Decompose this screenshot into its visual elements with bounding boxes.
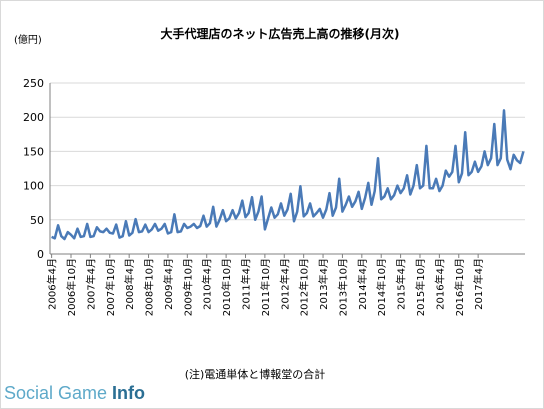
y-tick-label: 250: [23, 77, 44, 90]
x-tick-label: 2008年10月: [143, 258, 156, 316]
x-tick-label: 2006年4月: [46, 258, 59, 310]
x-tick-label: 2012年4月: [278, 258, 291, 310]
x-tick-label: 2006年10月: [65, 258, 78, 316]
x-tick-label: 2011年4月: [239, 258, 252, 310]
watermark-text-strong: Info: [112, 383, 146, 403]
x-tick-label: 2007年4月: [84, 258, 97, 310]
x-tick-label: 2011年10月: [259, 258, 272, 316]
watermark-logo: Social Game Info: [4, 383, 145, 404]
x-axis-ticks: 2006年4月 2006年10月 2007年4月 2007年10月 2008年4月 200…: [46, 254, 485, 316]
x-tick-label: 2008年4月: [123, 258, 136, 310]
x-tick-label: 2017年4月: [472, 258, 485, 310]
x-tick-label: 2010年4月: [201, 258, 214, 310]
y-tick-label: 150: [23, 145, 44, 158]
chart-title: 大手代理店のネット広告売上高の推移(月次): [161, 26, 400, 41]
x-tick-label: 2013年4月: [317, 258, 330, 310]
x-tick-label: 2014年10月: [375, 258, 388, 316]
x-tick-label: 2016年4月: [433, 258, 446, 310]
x-tick-label: 2014年4月: [356, 258, 369, 310]
series-line: [51, 109, 525, 241]
x-tick-label: 2015年4月: [395, 258, 408, 310]
x-tick-label: 2007年10月: [104, 258, 117, 316]
x-tick-label: 2009年4月: [162, 258, 175, 310]
series-layer: [51, 109, 525, 241]
unit-label: (億円): [14, 33, 42, 46]
y-tick-label: 0: [37, 248, 44, 261]
x-tick-label: 2010年10月: [220, 258, 233, 316]
gridlines: [49, 82, 525, 255]
y-tick-label: 50: [30, 214, 44, 227]
x-tick-label: 2012年10月: [298, 258, 311, 316]
y-axis-ticks: 0 50 100 150 200 250: [23, 77, 44, 261]
x-tick-label: 2009年10月: [181, 258, 194, 316]
x-tick-label: 2013年10月: [336, 258, 349, 316]
y-tick-label: 200: [23, 111, 44, 124]
chart-note: (注)電通単体と博報堂の合計: [185, 367, 326, 381]
x-tick-label: 2015年10月: [414, 258, 427, 316]
watermark-text-light: Social Game: [4, 383, 113, 403]
y-tick-label: 100: [23, 180, 44, 193]
x-tick-label: 2016年10月: [453, 258, 466, 316]
